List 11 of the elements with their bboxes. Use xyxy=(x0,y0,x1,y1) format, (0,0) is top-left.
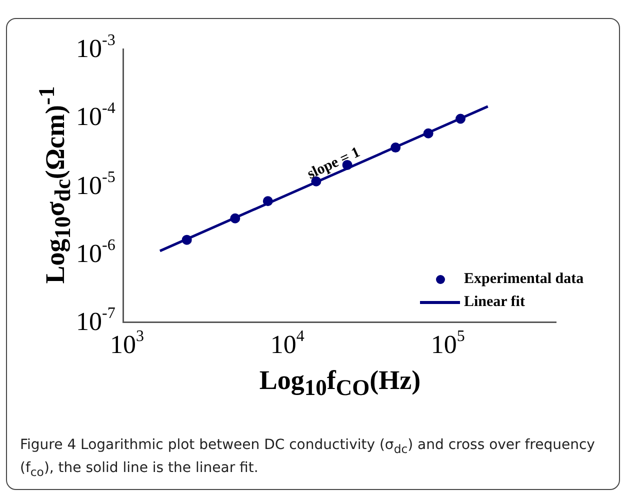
y-tick-label: 10$^{-4}$ xyxy=(76,100,116,132)
x-tick-label: 10$^{5}$ xyxy=(430,328,465,359)
text: Figure 4 Logarithmic plot between DC conductivity (σ$_{dc}$) and cross over frequency (f$_{co}$), the solid line is the linear fit. xyxy=(20,437,595,479)
y-tick-label: 10$^{-3}$ xyxy=(76,32,116,63)
x-axis-title: Log$_{10}$f$_{CO}$(Hz) xyxy=(259,364,421,402)
x-tick-label: 10$^{4}$ xyxy=(270,328,304,359)
annotation: slope = 1 xyxy=(304,144,363,184)
legend-label: Linear fit xyxy=(464,294,525,311)
y-tick-label: 10$^{-5}$ xyxy=(76,168,116,200)
y-tick-label: 10$^{-6}$ xyxy=(76,236,116,268)
legend-label: Experimental data xyxy=(464,271,584,288)
